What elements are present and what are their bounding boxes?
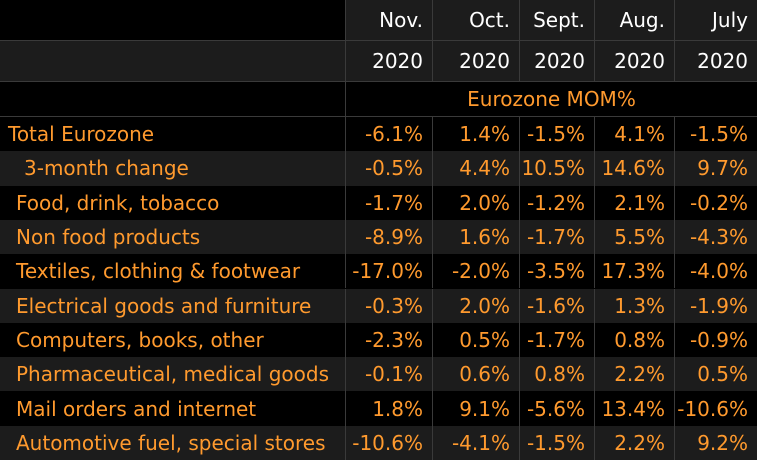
value-cell: -1.5% bbox=[520, 117, 595, 152]
table-row: Food, drink, tobacco -1.7% 2.0% -1.2% 2.1% -0… bbox=[0, 185, 757, 220]
row-label: Food, drink, tobacco bbox=[0, 185, 346, 220]
row-label: Automotive fuel, special stores bbox=[0, 425, 346, 460]
header-blank bbox=[0, 41, 346, 81]
row-label: Pharmaceutical, medical goods bbox=[0, 357, 346, 392]
table-row: Computers, books, other -2.3% 0.5% -1.7% 0.8… bbox=[0, 322, 757, 358]
value-cell: -10.6% bbox=[677, 396, 748, 421]
row-label: Textiles, clothing & footwear bbox=[0, 254, 346, 289]
value-cell: 0.5% bbox=[433, 322, 520, 358]
table-row: Non food products -8.9% 1.6% -1.7% 5.5% -4.3% bbox=[0, 219, 757, 255]
value-cell: -2.0% bbox=[433, 254, 520, 289]
row-label: Electrical goods and furniture bbox=[0, 288, 346, 323]
header-blank bbox=[0, 0, 346, 40]
value-cell: -5.6% bbox=[520, 391, 595, 426]
section-label-row: Eurozone MOM% bbox=[0, 82, 757, 116]
value-cell: -0.3% bbox=[346, 288, 433, 323]
value-cell: -4.1% bbox=[433, 425, 520, 460]
value-cell: 4.1% bbox=[595, 117, 675, 152]
value-cell: 1.8% bbox=[346, 391, 433, 426]
row-label: Total Eurozone bbox=[0, 117, 346, 152]
value-cell: 9.7% bbox=[697, 156, 748, 181]
table-row: Pharmaceutical, medical goods -0.1% 0.6% 0.… bbox=[0, 357, 757, 392]
row-label: Computers, books, other bbox=[0, 322, 346, 358]
row-label: Mail orders and internet bbox=[0, 391, 346, 426]
table-row: 3-month change -0.5% 4.4% 10.5% 14.6% 9.7% bbox=[0, 151, 757, 186]
value-cell: 9.1% bbox=[433, 391, 520, 426]
value-cell: -0.9% bbox=[689, 327, 748, 352]
value-cell: 4.4% bbox=[433, 151, 520, 186]
value-cell: 0.8% bbox=[520, 357, 595, 392]
value-cell: -8.9% bbox=[346, 219, 433, 255]
value-cell: -6.1% bbox=[346, 117, 433, 152]
value-cell: 0.6% bbox=[433, 357, 520, 392]
value-cell: 14.6% bbox=[595, 151, 675, 186]
value-cell: -2.3% bbox=[346, 322, 433, 358]
value-cell: -3.5% bbox=[520, 254, 595, 289]
header-year: 2020 bbox=[433, 41, 520, 81]
value-cell: 2.0% bbox=[433, 288, 520, 323]
month-header-row: Nov. Oct. Sept. Aug. July bbox=[0, 0, 757, 40]
value-cell: 1.3% bbox=[595, 288, 675, 323]
value-cell: 10.5% bbox=[520, 151, 595, 186]
value-cell: -1.6% bbox=[520, 288, 595, 323]
table-row: Total Eurozone -6.1% 1.4% -1.5% 4.1% -1.5% bbox=[0, 117, 757, 152]
table-row: Textiles, clothing & footwear -17.0% -2.0%… bbox=[0, 254, 757, 289]
value-cell: 2.1% bbox=[595, 185, 675, 220]
section-blank bbox=[0, 82, 346, 116]
header-month: Sept. bbox=[520, 0, 595, 40]
value-cell: -1.7% bbox=[346, 185, 433, 220]
row-label: Non food products bbox=[0, 219, 346, 255]
year-header-row: 2020 2020 2020 2020 2020 bbox=[0, 41, 757, 81]
value-cell: -0.5% bbox=[346, 151, 433, 186]
value-cell: 5.5% bbox=[595, 219, 675, 255]
header-month: Aug. bbox=[595, 0, 675, 40]
value-cell: -1.7% bbox=[520, 219, 595, 255]
value-cell: -4.3% bbox=[689, 225, 748, 250]
value-cell: 13.4% bbox=[595, 391, 675, 426]
value-cell: -0.1% bbox=[346, 357, 433, 392]
value-cell: 2.0% bbox=[433, 185, 520, 220]
row-label: 3-month change bbox=[0, 151, 346, 186]
value-cell: -1.7% bbox=[520, 322, 595, 358]
value-cell: 2.2% bbox=[595, 357, 675, 392]
value-cell: 0.8% bbox=[595, 322, 675, 358]
value-cell: -1.5% bbox=[520, 425, 595, 460]
header-month: Oct. bbox=[433, 0, 520, 40]
value-cell: -1.9% bbox=[689, 293, 748, 318]
value-cell: 1.6% bbox=[433, 219, 520, 255]
table-row: Mail orders and internet 1.8% 9.1% -5.6% 13.… bbox=[0, 391, 757, 426]
value-cell: -1.5% bbox=[689, 122, 748, 147]
header-month: July bbox=[675, 0, 757, 40]
value-cell: 9.2% bbox=[697, 430, 748, 455]
header-month: Nov. bbox=[346, 0, 433, 40]
table-row: Automotive fuel, special stores -10.6% -4.… bbox=[0, 425, 757, 460]
value-cell: -0.2% bbox=[689, 190, 748, 215]
value-cell: -1.2% bbox=[520, 185, 595, 220]
value-cell: -4.0% bbox=[689, 259, 748, 284]
header-year: 2020 bbox=[675, 41, 757, 81]
value-cell: 2.2% bbox=[595, 425, 675, 460]
value-cell: 1.4% bbox=[433, 117, 520, 152]
section-label: Eurozone MOM% bbox=[467, 87, 636, 111]
header-year: 2020 bbox=[346, 41, 433, 81]
value-cell: 17.3% bbox=[595, 254, 675, 289]
value-cell: -10.6% bbox=[346, 425, 433, 460]
value-cell: -17.0% bbox=[346, 254, 433, 289]
table-row: Electrical goods and furniture -0.3% 2.0% -… bbox=[0, 288, 757, 323]
value-cell: 0.5% bbox=[697, 362, 748, 387]
header-year: 2020 bbox=[595, 41, 675, 81]
header-year: 2020 bbox=[520, 41, 595, 81]
